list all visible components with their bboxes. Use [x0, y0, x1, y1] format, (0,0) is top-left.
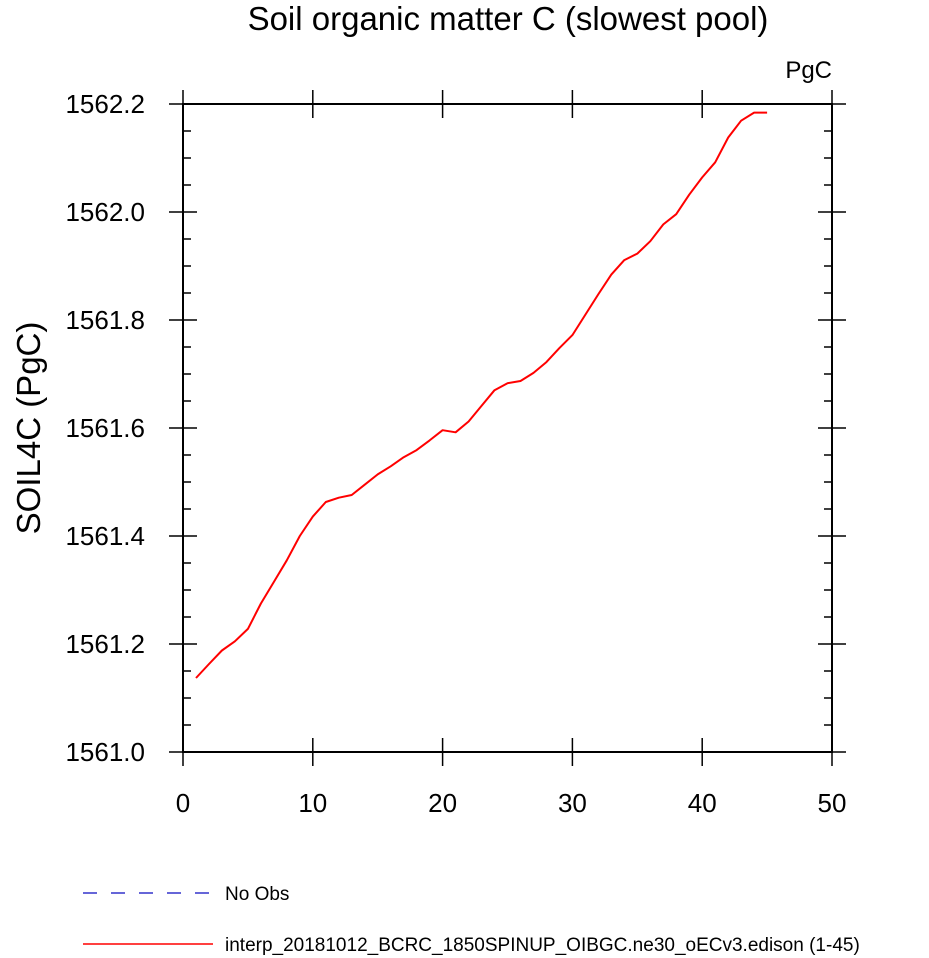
x-tick-label: 0	[176, 788, 190, 818]
y-tick-label: 1561.6	[65, 413, 145, 443]
data-layer	[195, 111, 768, 679]
y-tick-label: 1562.0	[65, 197, 145, 227]
x-tick-label: 40	[688, 788, 717, 818]
series-line-0	[195, 111, 768, 679]
y-axis-label: SOIL4C (PgC)	[10, 322, 47, 535]
y-tick-label: 1562.2	[65, 89, 145, 119]
legend-label-model: interp_20181012_BCRC_1850SPINUP_OIBGC.ne…	[225, 935, 860, 956]
x-tick-label: 20	[428, 788, 457, 818]
plot-frame	[182, 103, 833, 753]
ticks-layer	[169, 90, 846, 766]
y-tick-label: 1561.0	[65, 737, 145, 767]
legend-label-no-obs: No Obs	[225, 884, 289, 905]
y-tick-label: 1561.8	[65, 305, 145, 335]
y-tick-label: 1561.2	[65, 629, 145, 659]
chart-title: Soil organic matter C (slowest pool)	[248, 0, 769, 37]
x-tick-label: 30	[558, 788, 587, 818]
y-tick-label: 1561.4	[65, 521, 145, 551]
labels-layer: 0 10 20 30 40 50 1561.0 1561.2 1561.4 1561.6 1561.…	[65, 89, 846, 818]
x-tick-label: 50	[818, 788, 847, 818]
chart-units: PgC	[785, 57, 832, 84]
x-tick-label: 10	[298, 788, 327, 818]
legend: No Obs interp_20181012_BCRC_1850SPINUP_O…	[83, 884, 860, 956]
